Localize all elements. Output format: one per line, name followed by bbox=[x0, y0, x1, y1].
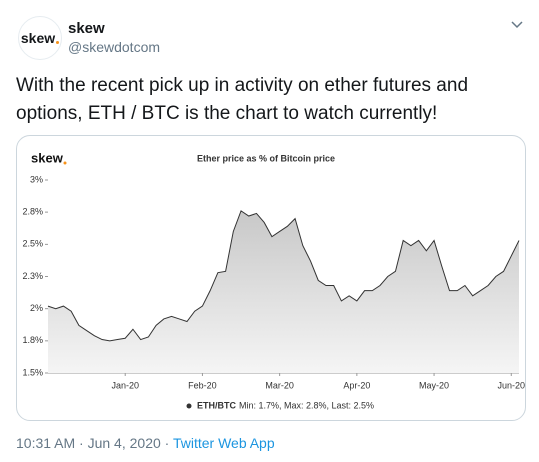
x-tick-label: Jan-20 bbox=[111, 380, 139, 390]
area bbox=[48, 210, 519, 373]
x-tick-label: May-20 bbox=[419, 380, 449, 390]
y-tick-label: 2.8% bbox=[22, 207, 43, 217]
tweet-footer: 10:31 AM · Jun 4, 2020 · Twitter Web App bbox=[16, 435, 275, 451]
line bbox=[47, 210, 520, 342]
legend-label: ETH/BTC bbox=[197, 400, 236, 410]
chart-logo: skew bbox=[31, 150, 64, 165]
chart-card[interactable]: skew Ether price as % of Bitcoin price 1… bbox=[16, 135, 526, 421]
chart-title: Ether price as % of Bitcoin price bbox=[197, 153, 335, 163]
avatar[interactable]: skew bbox=[18, 16, 62, 60]
y-tick-label: 2% bbox=[30, 303, 43, 313]
x-tick-label: Feb-20 bbox=[188, 380, 217, 390]
x-tick-label: Apr-20 bbox=[343, 380, 370, 390]
menu-chevron[interactable] bbox=[510, 18, 524, 32]
chart: skew Ether price as % of Bitcoin price 1… bbox=[22, 150, 525, 410]
y-tick-label: 3% bbox=[30, 174, 43, 184]
legend-marker bbox=[186, 403, 192, 409]
display-name[interactable]: skew bbox=[68, 20, 105, 37]
logo-dot bbox=[63, 161, 67, 165]
avatar-text: skew bbox=[20, 30, 56, 46]
x-tick-label: Mar-20 bbox=[265, 380, 294, 390]
legend-note: Min: 1.7%, Max: 2.8%, Last: 2.5% bbox=[239, 400, 374, 410]
x-tick-label: Jun-20 bbox=[498, 380, 525, 390]
y-tick-label: 2.5% bbox=[22, 239, 43, 249]
y-tick-label: 1.8% bbox=[22, 335, 43, 345]
handle[interactable]: @skewdotcom bbox=[68, 39, 161, 55]
y-tick-label: 1.5% bbox=[22, 367, 43, 377]
tweet-text: With the recent pick up in activity on e… bbox=[16, 75, 469, 124]
source-link[interactable]: Twitter Web App bbox=[172, 435, 275, 451]
y-tick-label: 2.3% bbox=[22, 271, 43, 281]
timestamp: 10:31 AM · Jun 4, 2020 · bbox=[16, 435, 173, 451]
